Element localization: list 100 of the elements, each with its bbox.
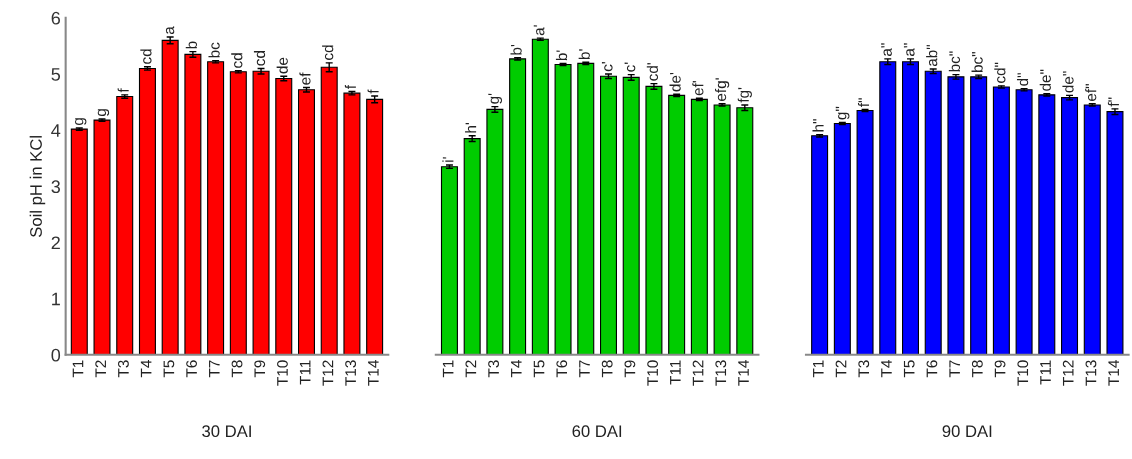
bar: [668, 94, 686, 355]
bar: [1015, 89, 1033, 355]
data-label: i': [442, 157, 454, 162]
x-tick-label: T9: [624, 360, 636, 378]
bar: [93, 119, 111, 355]
x-tick-label: T1: [813, 360, 824, 378]
bar: [599, 75, 617, 355]
data-label: f: [344, 84, 356, 89]
data-label: ab": [926, 44, 938, 67]
bar: [713, 104, 731, 355]
data-label: cd: [140, 49, 152, 64]
bar: [116, 95, 134, 355]
x-tick-label: T14: [1108, 360, 1119, 386]
data-label: h': [465, 122, 477, 133]
x-tick-label: T7: [579, 360, 590, 378]
data-label: d": [1016, 73, 1029, 86]
x-tick-label: T4: [881, 360, 892, 378]
bar: [554, 63, 572, 355]
y-tick-label: 5: [51, 68, 61, 81]
bar: [1083, 104, 1101, 355]
bar: [879, 61, 897, 355]
data-label: b': [555, 50, 568, 61]
bar: [366, 98, 384, 355]
x-tick-label: T4: [140, 360, 152, 378]
data-label: c': [601, 62, 613, 72]
data-label: g: [75, 118, 87, 126]
data-label: fg': [737, 87, 752, 103]
data-label: b: [185, 41, 197, 49]
bar: [70, 128, 88, 355]
data-label: f: [117, 88, 129, 93]
x-tick-label: T3: [118, 360, 129, 378]
y-axis-title: Soil pH in KCl: [29, 136, 46, 237]
bar: [690, 98, 708, 355]
y-tick-label: 3: [51, 180, 60, 194]
data-label: g": [835, 106, 850, 120]
x-tick-label: T13: [345, 360, 357, 386]
bar: [947, 76, 965, 355]
data-label: b': [578, 49, 590, 60]
data-label: a": [903, 43, 915, 56]
data-label: bc: [208, 42, 220, 58]
data-label: a": [881, 43, 892, 56]
x-tick-label: T12: [692, 360, 704, 386]
x-tick-label: T6: [186, 360, 197, 378]
x-tick-label: T4: [511, 360, 522, 378]
bar: [1038, 94, 1056, 355]
x-axis-title: 60 DAI: [572, 425, 622, 438]
x-tick-label: T8: [971, 360, 983, 378]
data-label: efg': [714, 78, 730, 101]
bar: [811, 135, 829, 355]
x-tick-label: T1: [442, 360, 454, 378]
x-tick-label: T9: [254, 360, 266, 378]
data-label: ef": [1085, 84, 1097, 101]
data-label: cd: [231, 53, 243, 68]
x-tick-label: T10: [647, 360, 659, 386]
data-label: g: [97, 109, 110, 117]
data-label: f": [857, 98, 870, 107]
y-tick-label: 2: [51, 236, 60, 250]
bar: [1061, 97, 1079, 355]
bar: [531, 38, 549, 355]
data-label: de: [276, 57, 288, 74]
data-label: de": [1039, 69, 1051, 91]
x-tick-label: T12: [322, 360, 334, 386]
x-tick-label: T3: [858, 360, 870, 378]
bar: [509, 58, 527, 355]
y-tick-label: 6: [51, 11, 60, 25]
data-label: f": [1107, 97, 1119, 107]
bar: [184, 53, 202, 355]
x-axis-title: 30 DAI: [202, 425, 251, 438]
x-tick-label: T3: [488, 360, 499, 378]
data-label: c': [624, 62, 636, 72]
bar: [736, 107, 754, 355]
x-tick-label: T6: [556, 360, 568, 378]
x-tick-label: T11: [670, 360, 681, 385]
data-label: b': [510, 44, 522, 55]
bar: [463, 138, 481, 355]
x-tick-label: T6: [926, 360, 938, 378]
x-tick-label: T14: [368, 360, 379, 386]
bar: [229, 71, 247, 355]
data-label: cd: [253, 51, 266, 66]
data-label: cd: [322, 45, 334, 60]
x-tick-label: T9: [994, 360, 1006, 378]
x-tick-label: T10: [277, 360, 288, 386]
bar: [297, 89, 315, 355]
bar: [207, 61, 225, 355]
x-tick-label: T14: [738, 360, 749, 386]
x-tick-label: T8: [601, 360, 613, 378]
data-label: h": [812, 119, 824, 132]
data-label: f: [367, 89, 379, 94]
x-tick-label: T10: [1017, 360, 1029, 386]
bar: [486, 108, 504, 355]
data-label: cd': [646, 63, 659, 81]
data-label: bc": [971, 52, 983, 72]
y-tick-label: 0: [51, 348, 61, 362]
bar: [577, 62, 595, 355]
bar: [138, 67, 156, 355]
bar: [992, 86, 1010, 355]
x-tick-label: T5: [903, 360, 915, 378]
data-label: de': [669, 72, 681, 92]
bar: [901, 61, 920, 355]
data-label: bc": [948, 51, 961, 72]
